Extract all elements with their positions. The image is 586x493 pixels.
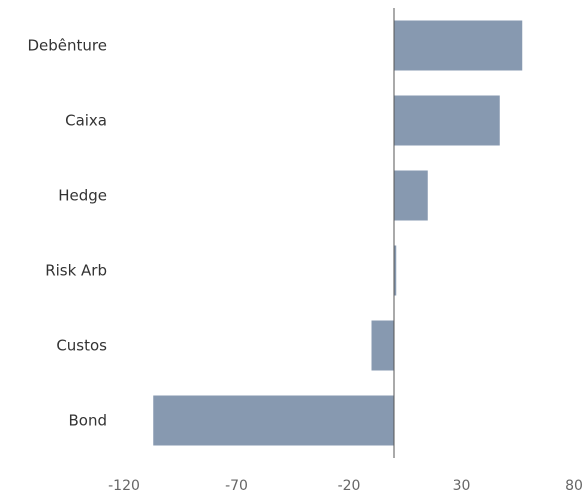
x-tick-label: -70 — [225, 478, 248, 493]
x-tick-label: 80 — [565, 478, 583, 493]
bar — [394, 170, 428, 221]
bar — [371, 320, 394, 371]
category-label: Hedge — [58, 187, 107, 205]
category-labels: Debênture Caixa Hedge Risk Arb Custos Bond — [28, 37, 108, 430]
category-label: Risk Arb — [45, 262, 107, 280]
category-label: Caixa — [65, 112, 107, 130]
bar — [153, 395, 394, 446]
x-tick-labels: -120 -70 -20 30 80 — [108, 478, 583, 493]
x-tick-label: 30 — [453, 478, 471, 493]
category-label: Bond — [69, 412, 108, 430]
bar — [394, 245, 397, 296]
bar — [394, 95, 500, 146]
category-label: Debênture — [28, 37, 108, 55]
bars-group — [153, 20, 523, 446]
x-tick-label: -20 — [338, 478, 361, 493]
bar — [394, 20, 523, 71]
x-tick-label: -120 — [108, 478, 140, 493]
category-label: Custos — [56, 337, 107, 355]
